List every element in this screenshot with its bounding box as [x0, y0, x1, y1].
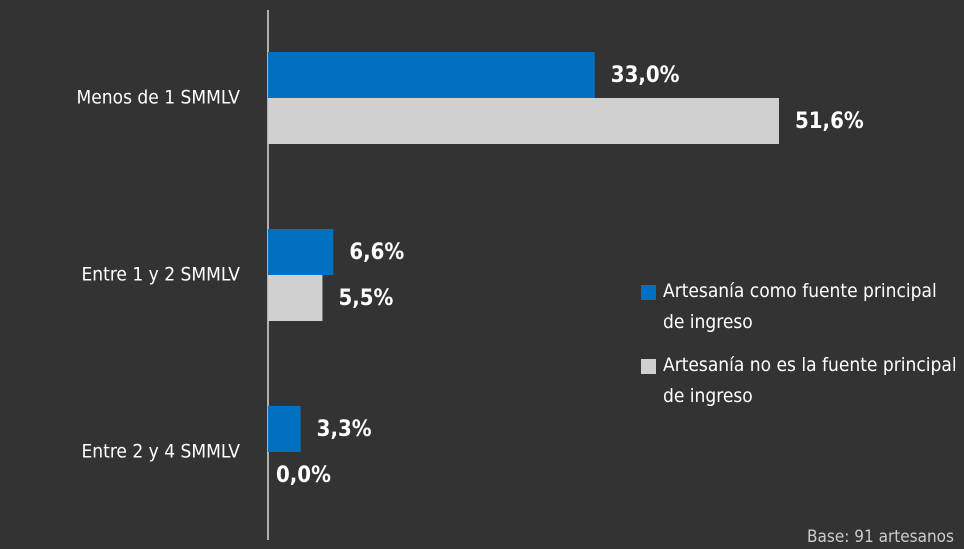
category-label: Entre 2 y 4 SMMLV	[81, 441, 240, 463]
legend-label: Artesanía no es la fuente principal de i…	[663, 354, 957, 407]
bar	[268, 406, 301, 452]
category-label: Entre 1 y 2 SMMLV	[81, 264, 240, 286]
category-label: Menos de 1 SMMLV	[77, 87, 241, 109]
value-label: 3,3%	[317, 417, 372, 442]
bar	[268, 275, 323, 321]
value-label: 0,0%	[276, 463, 331, 488]
value-label: 5,5%	[338, 286, 393, 311]
value-label: 33,0%	[611, 63, 680, 88]
legend-swatch	[641, 285, 656, 300]
legend-label: Artesanía como fuente principal de ingre…	[663, 280, 937, 333]
note: Base: 91 artesanos	[807, 527, 954, 547]
value-label: 6,6%	[349, 240, 404, 265]
bar	[268, 229, 334, 275]
bar	[268, 52, 595, 98]
bar	[268, 98, 779, 144]
value-label: 51,6%	[795, 109, 864, 134]
legend-swatch	[641, 359, 656, 374]
